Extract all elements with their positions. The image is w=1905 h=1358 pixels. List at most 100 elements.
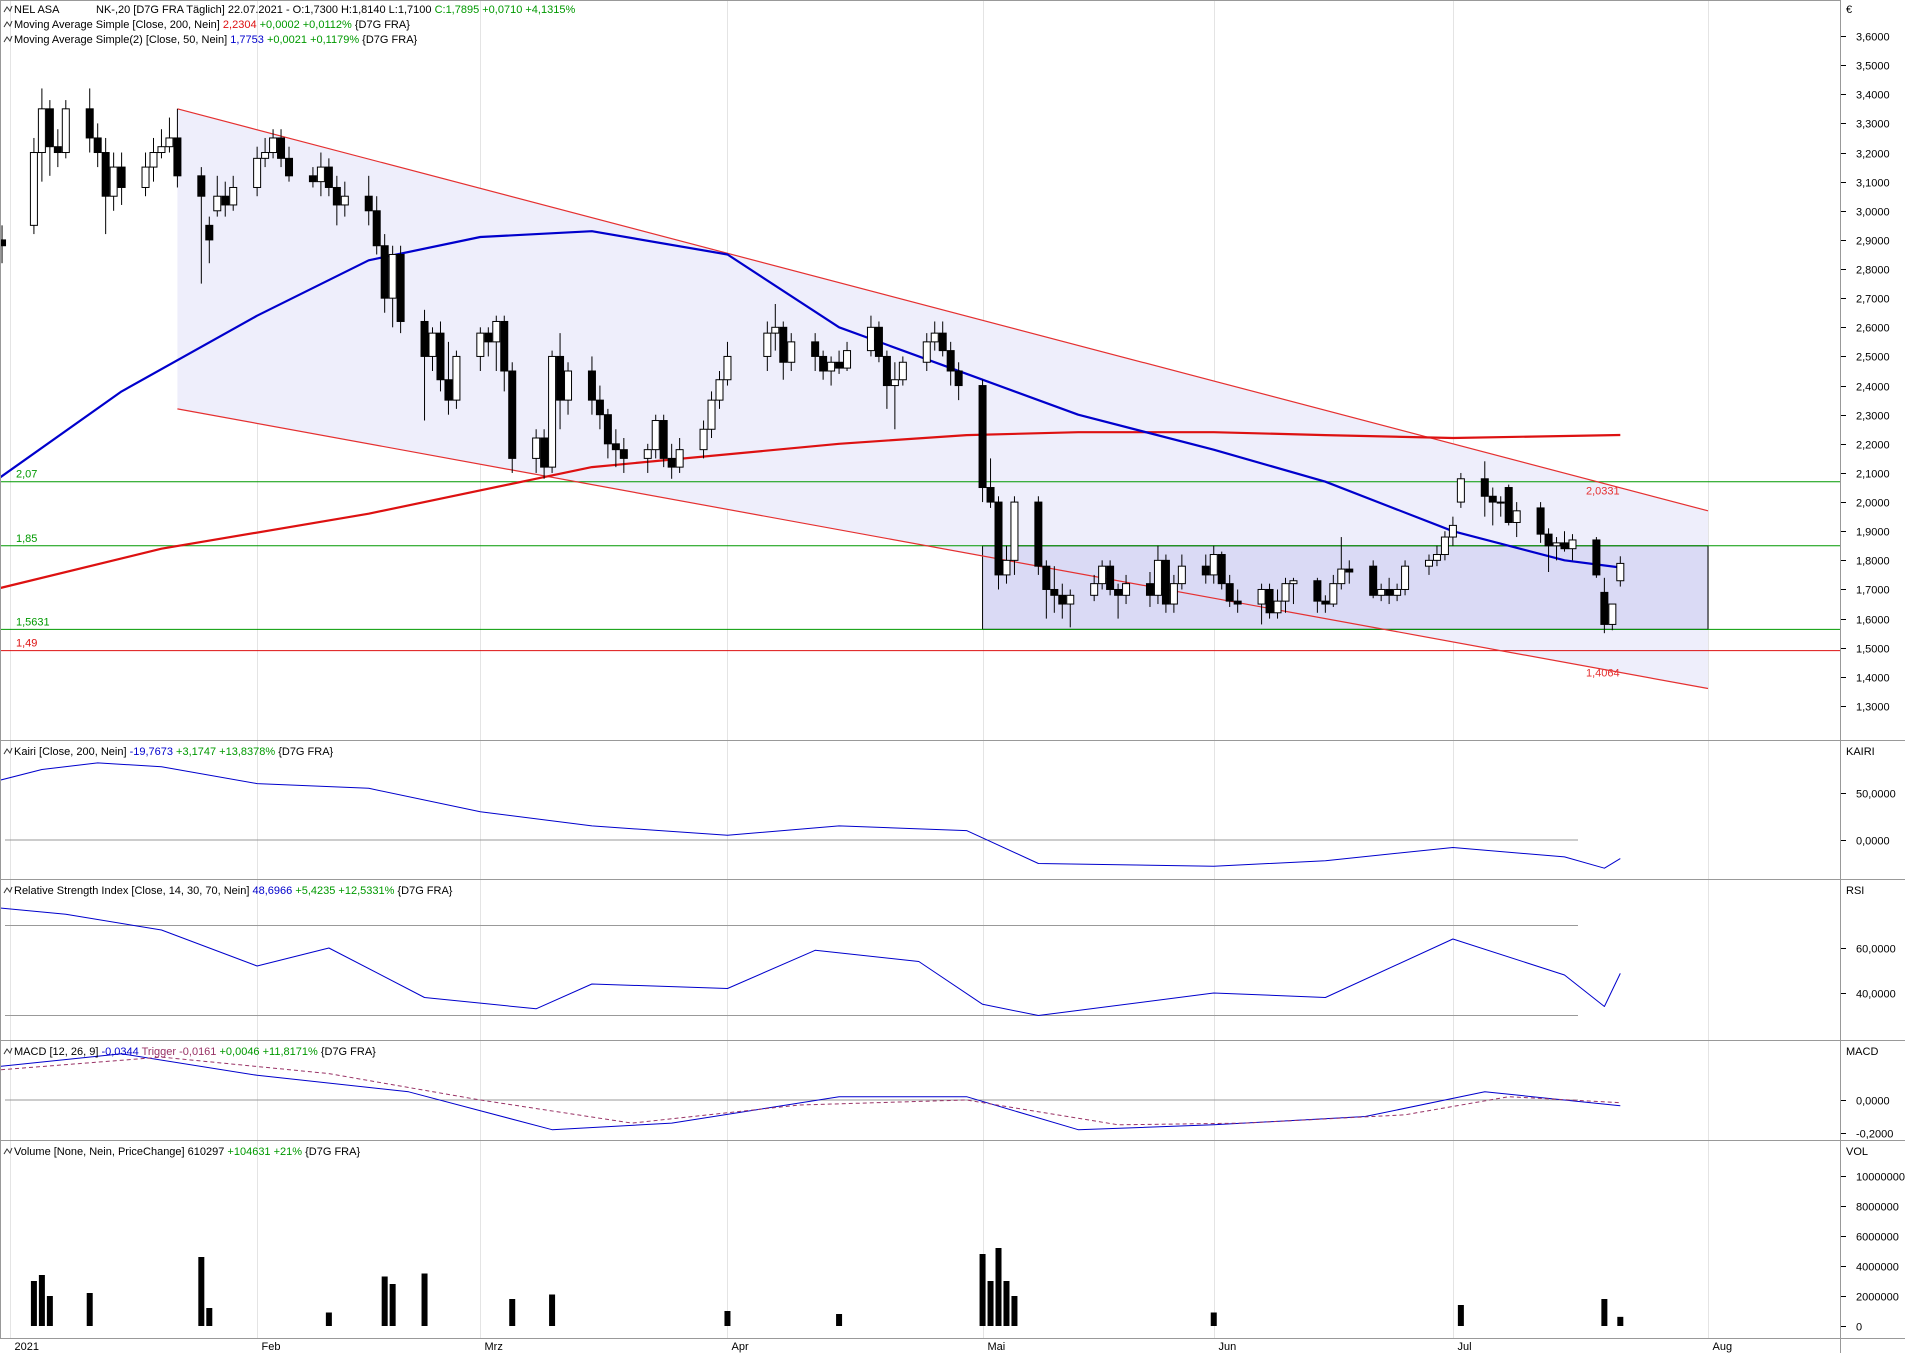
candle[interactable] <box>173 108 182 188</box>
candle[interactable] <box>1281 577 1290 613</box>
candle[interactable] <box>508 362 517 473</box>
candle[interactable] <box>388 245 397 328</box>
candle[interactable] <box>763 321 772 371</box>
candle[interactable] <box>1377 583 1386 602</box>
candle[interactable] <box>603 408 612 459</box>
candle[interactable] <box>564 362 573 415</box>
candle[interactable] <box>165 117 174 153</box>
candle[interactable] <box>587 356 596 415</box>
volume-legend[interactable]: Volume [None, Nein, PriceChange] 610297 … <box>14 1146 360 1158</box>
candle[interactable] <box>779 321 788 380</box>
candle[interactable] <box>1401 560 1410 596</box>
candle[interactable] <box>332 175 341 226</box>
candle[interactable] <box>277 129 286 168</box>
candle[interactable] <box>109 152 118 211</box>
candle[interactable] <box>1329 574 1338 607</box>
candle[interactable] <box>1225 574 1234 607</box>
candle[interactable] <box>651 414 660 459</box>
candle[interactable] <box>1480 461 1489 517</box>
candle[interactable] <box>978 379 987 503</box>
candle[interactable] <box>619 438 628 473</box>
ma50-line[interactable] <box>0 230 1621 569</box>
candle[interactable] <box>500 315 509 392</box>
candle[interactable] <box>556 333 565 430</box>
candle[interactable] <box>316 152 325 197</box>
candle[interactable] <box>532 429 541 473</box>
macd-trigger-line[interactable] <box>0 1056 1621 1126</box>
candle[interactable] <box>1592 537 1601 578</box>
candle[interactable] <box>205 216 214 264</box>
candle[interactable] <box>221 181 230 217</box>
candle[interactable] <box>308 167 317 188</box>
candle[interactable] <box>946 341 955 386</box>
candle[interactable] <box>1058 583 1067 619</box>
candle[interactable] <box>1169 574 1178 613</box>
candle[interactable] <box>1114 583 1123 619</box>
candle[interactable] <box>29 137 38 235</box>
candle[interactable] <box>149 137 158 182</box>
candle[interactable] <box>898 356 907 386</box>
candle[interactable] <box>85 88 94 153</box>
ma200-line[interactable] <box>0 431 1621 590</box>
candle[interactable] <box>659 414 668 468</box>
candle[interactable] <box>890 362 899 430</box>
candle[interactable] <box>45 100 54 176</box>
candle[interactable] <box>540 429 549 479</box>
channel-lower-line[interactable] <box>177 408 1709 690</box>
candle[interactable] <box>1034 496 1043 575</box>
candle[interactable] <box>436 321 445 392</box>
candle[interactable] <box>1608 603 1617 631</box>
candle[interactable] <box>1010 496 1019 575</box>
candle[interactable] <box>380 234 389 313</box>
candle[interactable] <box>715 371 724 409</box>
candle[interactable] <box>1042 560 1051 619</box>
candle[interactable] <box>787 333 796 371</box>
candle[interactable] <box>1217 551 1226 590</box>
kairi-legend[interactable]: Kairi [Close, 200, Nein] -19,7673 +3,174… <box>14 746 334 758</box>
candle[interactable] <box>452 350 461 409</box>
candle[interactable] <box>1552 537 1561 561</box>
candle[interactable] <box>1600 577 1609 634</box>
candle[interactable] <box>444 341 453 415</box>
candle[interactable] <box>157 129 166 159</box>
candle[interactable] <box>372 196 381 255</box>
candle[interactable] <box>866 315 875 357</box>
candle[interactable] <box>261 137 270 168</box>
candle[interactable] <box>61 100 70 159</box>
candle[interactable] <box>1313 577 1322 613</box>
candle[interactable] <box>1273 589 1282 619</box>
candle[interactable] <box>253 146 262 197</box>
candle[interactable] <box>37 88 46 182</box>
candle[interactable] <box>723 341 732 386</box>
candle[interactable] <box>1321 595 1330 613</box>
candle[interactable] <box>1153 545 1162 605</box>
candle[interactable] <box>811 333 820 371</box>
candle[interactable] <box>1568 534 1577 561</box>
candle[interactable] <box>1098 560 1107 590</box>
candle[interactable] <box>1424 554 1433 575</box>
candle[interactable] <box>1448 516 1457 546</box>
candle[interactable] <box>117 152 126 205</box>
candle[interactable] <box>819 350 828 380</box>
candle[interactable] <box>1369 560 1378 599</box>
candle[interactable] <box>994 496 1003 590</box>
candle[interactable] <box>1289 577 1298 605</box>
candle[interactable] <box>938 321 947 357</box>
candle[interactable] <box>1616 556 1625 587</box>
candle[interactable] <box>0 225 7 264</box>
candle[interactable] <box>843 341 852 371</box>
candle[interactable] <box>476 327 485 371</box>
candle[interactable] <box>484 327 493 357</box>
candle[interactable] <box>1209 545 1218 584</box>
candle[interactable] <box>986 458 995 508</box>
candle[interactable] <box>1257 583 1266 625</box>
candle[interactable] <box>197 167 206 284</box>
candle[interactable] <box>141 152 150 197</box>
candle[interactable] <box>1440 531 1449 561</box>
candle[interactable] <box>1456 472 1465 508</box>
candle[interactable] <box>420 309 429 421</box>
candle[interactable] <box>1177 554 1186 590</box>
candle[interactable] <box>1233 589 1242 613</box>
candle[interactable] <box>340 181 349 217</box>
